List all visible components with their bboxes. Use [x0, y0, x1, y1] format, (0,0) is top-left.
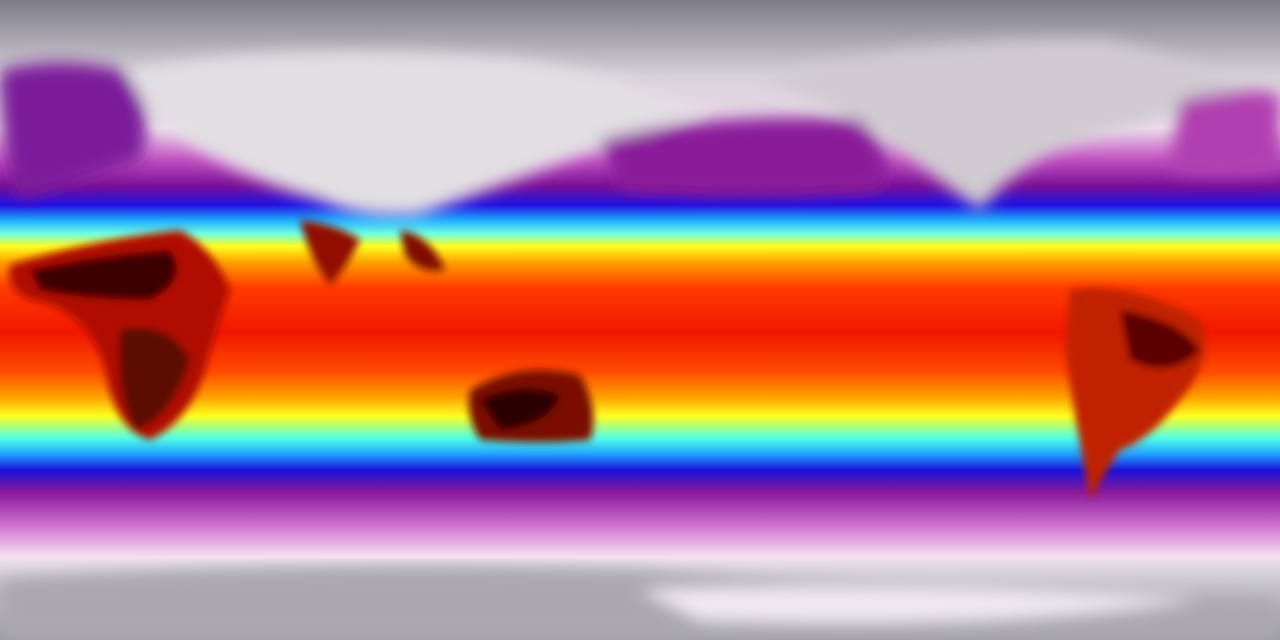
southern-ice [0, 566, 1280, 640]
northern-landmass [0, 40, 1280, 216]
india [300, 220, 360, 285]
southeast-asia [400, 230, 445, 271]
tropical-land [9, 220, 1205, 500]
